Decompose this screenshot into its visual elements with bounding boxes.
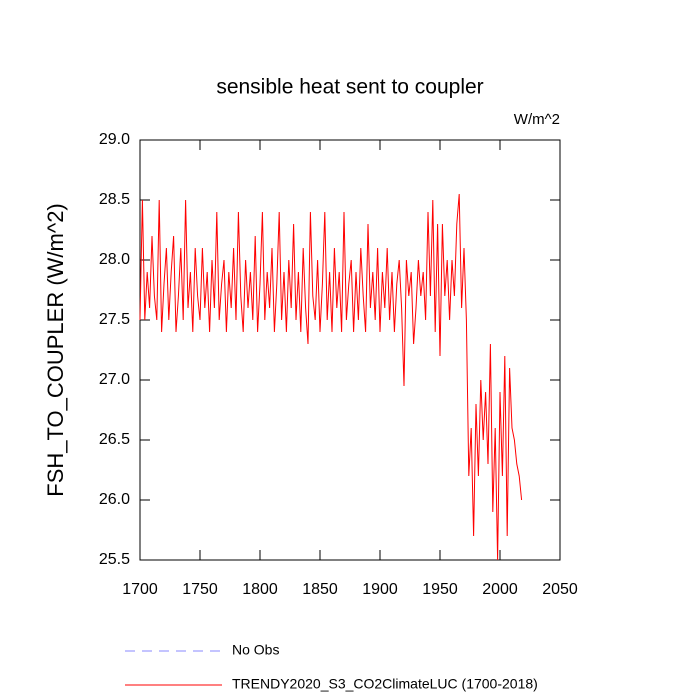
y-tick-label: 28.5 — [99, 191, 130, 208]
legend-label: No Obs — [232, 642, 279, 658]
y-tick-label: 26.0 — [99, 491, 130, 508]
x-tick-label: 1700 — [122, 581, 158, 598]
y-tick-label: 25.5 — [99, 551, 130, 568]
y-tick-label: 27.5 — [99, 311, 130, 328]
x-tick-label: 1850 — [302, 581, 338, 598]
y-tick-label: 26.5 — [99, 431, 130, 448]
x-tick-label: 1750 — [182, 581, 218, 598]
chart-title: sensible heat sent to coupler — [216, 76, 483, 99]
x-tick-label: 1800 — [242, 581, 278, 598]
y-tick-label: 27.0 — [99, 371, 130, 388]
y-tick-label: 28.0 — [99, 251, 130, 268]
x-tick-label: 2000 — [482, 581, 518, 598]
y-tick-label: 29.0 — [99, 131, 130, 148]
data-line — [139, 193, 523, 561]
y-axis-title: FSH_TO_COUPLER (W/m^2) — [43, 203, 68, 497]
units-label: W/m^2 — [514, 111, 560, 128]
x-tick-label: 1900 — [362, 581, 398, 598]
legend-label: TRENDY2020_S3_CO2ClimateLUC (1700-2018) — [232, 676, 538, 692]
plot-frame — [139, 139, 561, 561]
x-tick-label: 1950 — [422, 581, 458, 598]
x-tick-label: 2050 — [542, 581, 578, 598]
